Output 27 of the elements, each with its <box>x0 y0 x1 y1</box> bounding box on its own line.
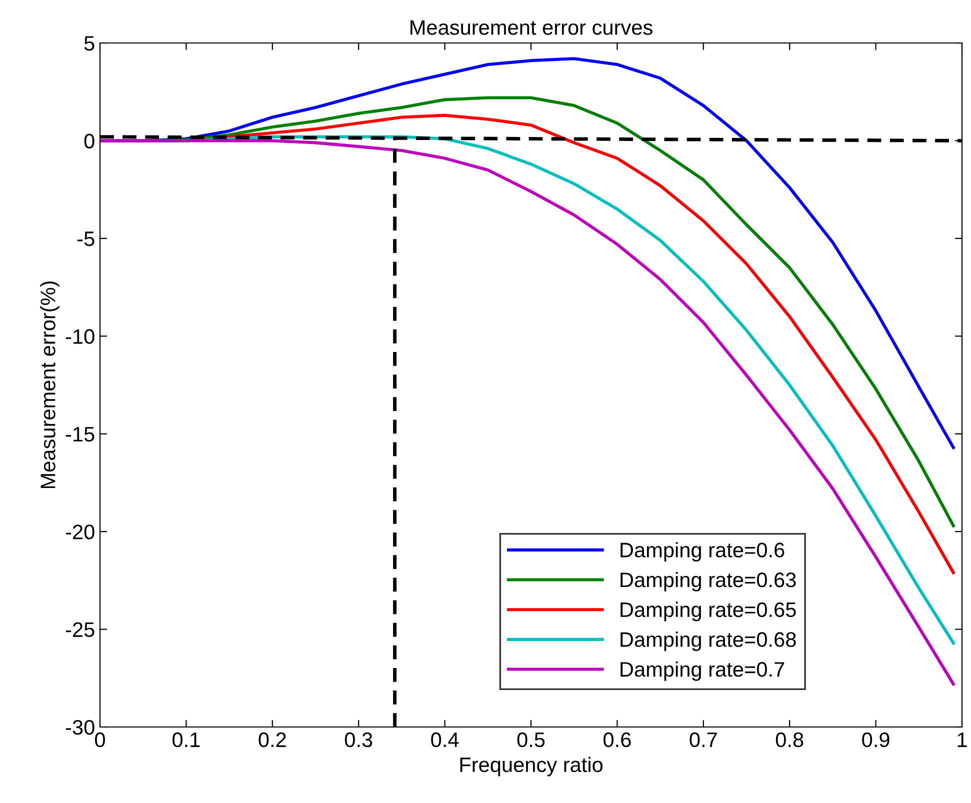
x-tick-label: 0.4 <box>431 732 459 748</box>
chart-title: Measurement error curves <box>410 20 652 35</box>
y-tick-label: -25 <box>66 622 94 638</box>
y-tick-label: -15 <box>66 427 94 442</box>
x-tick-label: 0.5 <box>517 732 545 748</box>
legend-label: Damping rate=0.68 <box>620 632 796 652</box>
x-tick-label: 0.9 <box>862 732 890 748</box>
x-tick-label: 0 <box>95 732 105 748</box>
x-tick-label: 0.6 <box>604 732 631 748</box>
y-tick-label: 5 <box>84 36 94 51</box>
x-tick-label: 0.3 <box>344 732 372 748</box>
x-tick-label: 0.8 <box>776 732 804 748</box>
legend-label: Damping rate=0.6 <box>620 542 784 562</box>
y-tick-label: 0 <box>84 134 94 148</box>
x-tick-label: 0.1 <box>172 732 200 748</box>
x-tick-label: 0.2 <box>258 732 286 748</box>
x-tick-label: 0.7 <box>690 732 717 748</box>
x-axis-title: Frequency ratio <box>460 756 603 776</box>
y-tick-label: -30 <box>66 720 94 735</box>
y-tick-label: -5 <box>78 232 94 246</box>
y-axis-title: Measurement error(%) <box>40 282 60 488</box>
x-tick-label: 1 <box>958 732 967 747</box>
legend-label: Damping rate=0.65 <box>620 602 796 622</box>
legend-label: Damping rate=0.63 <box>620 572 796 592</box>
legend-label: Damping rate=0.7 <box>620 661 784 681</box>
y-tick-label: -20 <box>66 524 94 540</box>
y-tick-label: -10 <box>66 329 94 344</box>
